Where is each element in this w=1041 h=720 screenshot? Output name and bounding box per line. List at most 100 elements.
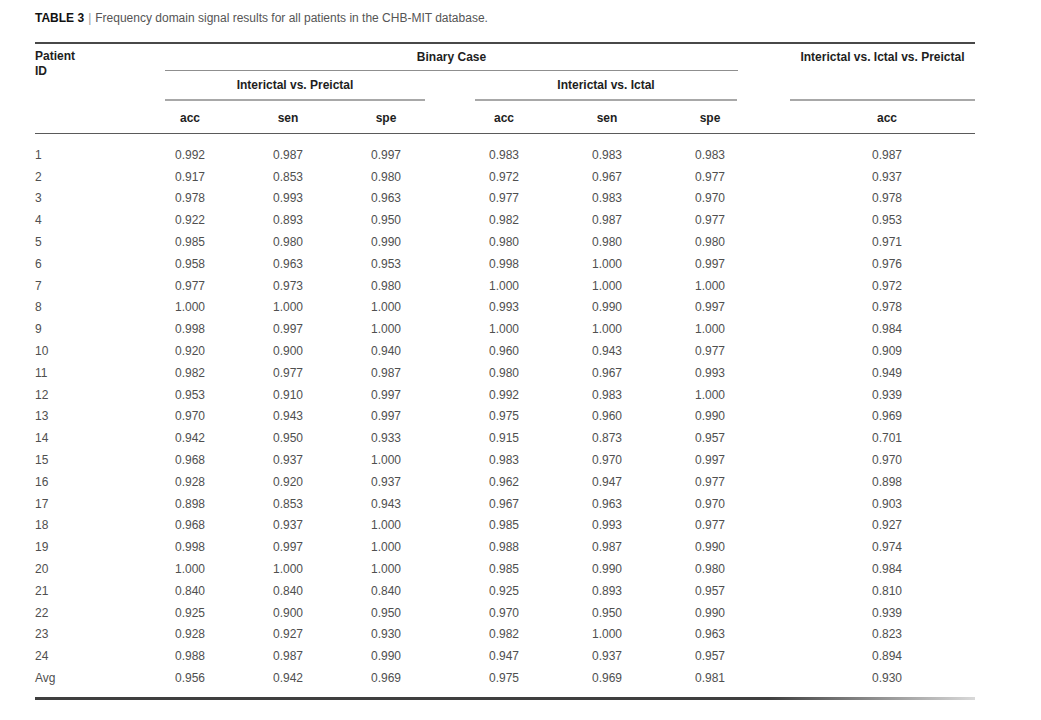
table-row: 120.9530.9100.9970.9920.9831.0000.939 xyxy=(35,384,975,406)
value-cell: 0.937 xyxy=(842,170,932,184)
value-cell: 0.840 xyxy=(145,584,235,598)
value-cell: 0.997 xyxy=(243,322,333,336)
value-cell: 0.810 xyxy=(842,584,932,598)
value-cell: 0.900 xyxy=(243,606,333,620)
value-cell: 0.988 xyxy=(145,649,235,663)
table-row: 170.8980.8530.9430.9670.9630.9700.903 xyxy=(35,493,975,515)
value-cell: 0.982 xyxy=(459,627,549,641)
value-cell: 0.987 xyxy=(243,649,333,663)
table-row: 150.9680.9371.0000.9830.9700.9970.970 xyxy=(35,449,975,471)
value-cell: 0.977 xyxy=(145,279,235,293)
value-cell: 0.990 xyxy=(562,300,652,314)
value-cell: 0.982 xyxy=(145,366,235,380)
value-cell: 0.937 xyxy=(562,649,652,663)
table-row: 201.0001.0001.0000.9850.9900.9800.984 xyxy=(35,558,975,580)
table-caption: TABLE 3|Frequency domain signal results … xyxy=(35,11,488,25)
interictal-vs-ictal-header: Interictal vs. Ictal xyxy=(475,78,737,92)
value-cell: 1.000 xyxy=(562,627,652,641)
value-cell: 0.962 xyxy=(459,475,549,489)
table-row: 81.0001.0001.0000.9930.9900.9970.978 xyxy=(35,297,975,319)
value-cell: 0.940 xyxy=(341,344,431,358)
value-cell: 0.990 xyxy=(665,409,755,423)
value-cell: 0.963 xyxy=(341,191,431,205)
value-cell: 0.963 xyxy=(243,257,333,271)
value-cell: 0.983 xyxy=(459,453,549,467)
value-cell: 1.000 xyxy=(145,562,235,576)
binary-case-header: Binary Case xyxy=(165,50,738,64)
table-row: 220.9250.9000.9500.9700.9500.9900.939 xyxy=(35,602,975,624)
value-cell: 0.968 xyxy=(145,453,235,467)
value-cell: 0.975 xyxy=(459,409,549,423)
value-cell: 0.894 xyxy=(842,649,932,663)
binary-case-underline xyxy=(165,70,738,71)
value-cell: 0.925 xyxy=(459,584,549,598)
value-cell: 1.000 xyxy=(341,540,431,554)
value-cell: 0.980 xyxy=(341,170,431,184)
value-cell: 0.873 xyxy=(562,431,652,445)
value-cell: 0.987 xyxy=(243,148,333,162)
value-cell: 0.990 xyxy=(341,235,431,249)
value-cell: 0.937 xyxy=(243,453,333,467)
value-cell: 1.000 xyxy=(243,300,333,314)
value-cell: 0.967 xyxy=(562,366,652,380)
value-cell: 1.000 xyxy=(341,300,431,314)
paper-page: TABLE 3|Frequency domain signal results … xyxy=(0,0,1041,720)
three-class-header: Interictal vs. Ictal vs. Preictal xyxy=(790,50,975,64)
value-cell: 0.701 xyxy=(842,431,932,445)
value-cell: 0.898 xyxy=(842,475,932,489)
value-cell: 0.990 xyxy=(665,540,755,554)
value-cell: 0.949 xyxy=(842,366,932,380)
value-cell: 0.910 xyxy=(243,388,333,402)
value-cell: 0.973 xyxy=(243,279,333,293)
value-cell: 0.983 xyxy=(562,148,652,162)
value-cell: 0.903 xyxy=(842,497,932,511)
value-cell: 0.930 xyxy=(341,627,431,641)
value-cell: 0.967 xyxy=(562,170,652,184)
interictal-vs-preictal-header: Interictal vs. Preictal xyxy=(165,78,425,92)
value-cell: 0.853 xyxy=(243,170,333,184)
value-cell: 0.939 xyxy=(842,606,932,620)
value-cell: 0.853 xyxy=(243,497,333,511)
value-cell: 0.970 xyxy=(562,453,652,467)
value-cell: 1.000 xyxy=(665,322,755,336)
value-cell: 0.997 xyxy=(243,540,333,554)
value-cell: 0.983 xyxy=(665,148,755,162)
table-row: 140.9420.9500.9330.9150.8730.9570.701 xyxy=(35,427,975,449)
value-cell: 0.953 xyxy=(145,388,235,402)
value-cell: 0.922 xyxy=(145,213,235,227)
value-cell: 0.977 xyxy=(665,170,755,184)
value-cell: 0.984 xyxy=(842,322,932,336)
value-cell: 0.963 xyxy=(665,627,755,641)
value-cell: 0.927 xyxy=(842,518,932,532)
value-cell: 1.000 xyxy=(459,322,549,336)
table-row: 110.9820.9770.9870.9800.9670.9930.949 xyxy=(35,362,975,384)
value-cell: 0.969 xyxy=(842,409,932,423)
results-table: Patient ID Binary Case Interictal vs. Ic… xyxy=(35,42,975,702)
table-row: 40.9220.8930.9500.9820.9870.9770.953 xyxy=(35,209,975,231)
three-class-underline xyxy=(790,99,975,101)
value-cell: 0.930 xyxy=(842,671,932,685)
value-cell: 0.957 xyxy=(665,584,755,598)
table-row: 160.9280.9200.9370.9620.9470.9770.898 xyxy=(35,471,975,493)
value-cell: 0.990 xyxy=(665,606,755,620)
value-cell: 0.983 xyxy=(562,191,652,205)
value-cell: 0.997 xyxy=(665,300,755,314)
caption-text: Frequency domain signal results for all … xyxy=(95,11,488,25)
value-cell: 0.978 xyxy=(842,191,932,205)
value-cell: 0.981 xyxy=(665,671,755,685)
value-cell: 0.915 xyxy=(459,431,549,445)
ictal-group-underline xyxy=(475,99,737,101)
value-cell: 0.982 xyxy=(459,213,549,227)
value-cell: 0.997 xyxy=(665,453,755,467)
value-cell: 0.997 xyxy=(341,409,431,423)
value-cell: 0.980 xyxy=(341,279,431,293)
value-cell: 0.980 xyxy=(665,562,755,576)
value-cell: 0.957 xyxy=(665,649,755,663)
value-cell: 0.920 xyxy=(243,475,333,489)
column-header-acc-2: acc xyxy=(459,111,549,125)
table-row: 210.8400.8400.8400.9250.8930.9570.810 xyxy=(35,580,975,602)
table-row: 70.9770.9730.9801.0001.0001.0000.972 xyxy=(35,275,975,297)
value-cell: 0.985 xyxy=(145,235,235,249)
value-cell: 1.000 xyxy=(562,322,652,336)
value-cell: 0.928 xyxy=(145,627,235,641)
